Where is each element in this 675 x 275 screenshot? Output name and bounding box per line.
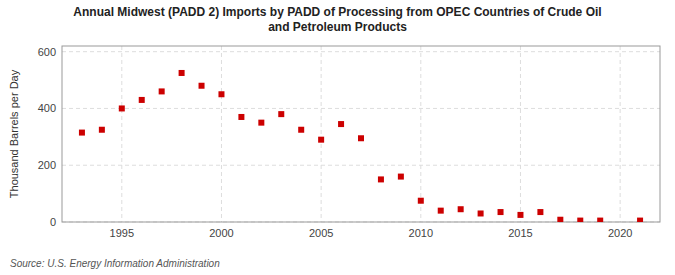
point [517, 212, 523, 218]
x-grid-line [321, 46, 322, 222]
x-grid-line [221, 46, 222, 222]
point [498, 209, 504, 215]
point [298, 127, 304, 133]
point [258, 120, 264, 126]
y-tick-label: 200 [38, 159, 56, 171]
chart: Annual Midwest (PADD 2) Imports by PADD … [0, 0, 675, 275]
points [79, 70, 643, 222]
x-grid-line [121, 46, 122, 222]
point [358, 135, 364, 141]
point [99, 127, 105, 133]
y-tick-label: 600 [38, 46, 56, 58]
x-tick-label: 2005 [309, 227, 333, 239]
y-grid-line [62, 165, 660, 166]
x-tick-label: 1995 [110, 227, 134, 239]
x-tick-label: 2000 [209, 227, 233, 239]
point [398, 174, 404, 180]
y-tick-label: 0 [50, 216, 56, 228]
point [199, 83, 205, 89]
point [179, 70, 185, 76]
point [418, 198, 424, 204]
x-tick-label: 2020 [608, 227, 632, 239]
point [238, 114, 244, 120]
x-grid-line [520, 46, 521, 222]
point [278, 111, 284, 117]
point [139, 97, 145, 103]
point [378, 176, 384, 182]
point [597, 218, 603, 222]
title-line: and Petroleum Products [268, 20, 407, 34]
point [577, 218, 583, 222]
point [79, 130, 85, 136]
source: Source: U.S. Energy Information Administ… [10, 258, 220, 269]
y-axis-label: Thousand Barrels per Day [8, 69, 20, 198]
y-grid-line [62, 108, 660, 109]
point [637, 218, 643, 222]
plot-frame [62, 46, 660, 222]
y-grid-line [62, 51, 660, 52]
point [438, 208, 444, 214]
x-grid-line [420, 46, 421, 222]
grid [62, 46, 660, 222]
point [338, 121, 344, 127]
point [218, 91, 224, 97]
x-tick-label: 2010 [409, 227, 433, 239]
point [537, 209, 543, 215]
point [159, 88, 165, 94]
point [318, 137, 324, 143]
title-line: Annual Midwest (PADD 2) Imports by PADD … [73, 5, 601, 19]
x-grid-line [620, 46, 621, 222]
point [478, 210, 484, 216]
x-tick-label: 2015 [508, 227, 532, 239]
point [557, 217, 563, 222]
title: Annual Midwest (PADD 2) Imports by PADD … [73, 5, 601, 34]
point [458, 206, 464, 212]
point [119, 105, 125, 111]
y-tick-label: 400 [38, 102, 56, 114]
